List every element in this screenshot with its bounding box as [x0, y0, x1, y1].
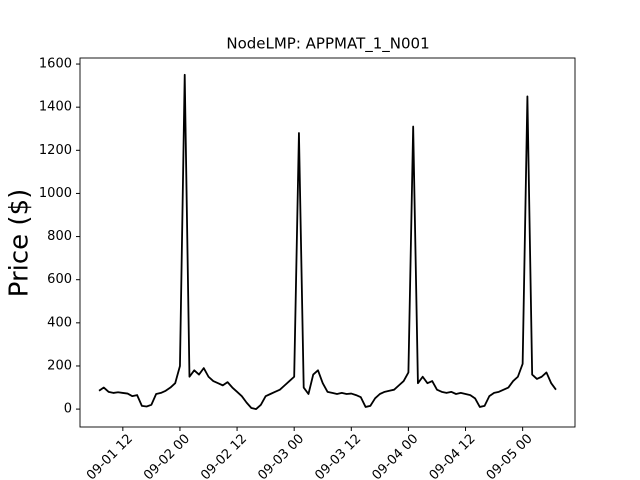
y-tick-label: 600 [47, 272, 72, 287]
y-tick-label: 800 [47, 229, 72, 244]
plot-frame [79, 57, 576, 428]
y-tick-label: 1400 [39, 100, 72, 115]
y-tick-label: 200 [47, 358, 72, 373]
chart-title: NodeLMP: APPMAT_1_N001 [226, 35, 429, 54]
y-tick-label: 400 [47, 315, 72, 330]
y-tick-label: 1600 [39, 57, 72, 72]
price-line [98, 73, 557, 410]
y-tick-label: 0 [64, 402, 72, 417]
y-axis-label: Price ($) [5, 189, 35, 298]
y-tick-label: 1200 [39, 143, 72, 158]
y-tick-label: 1000 [39, 186, 72, 201]
